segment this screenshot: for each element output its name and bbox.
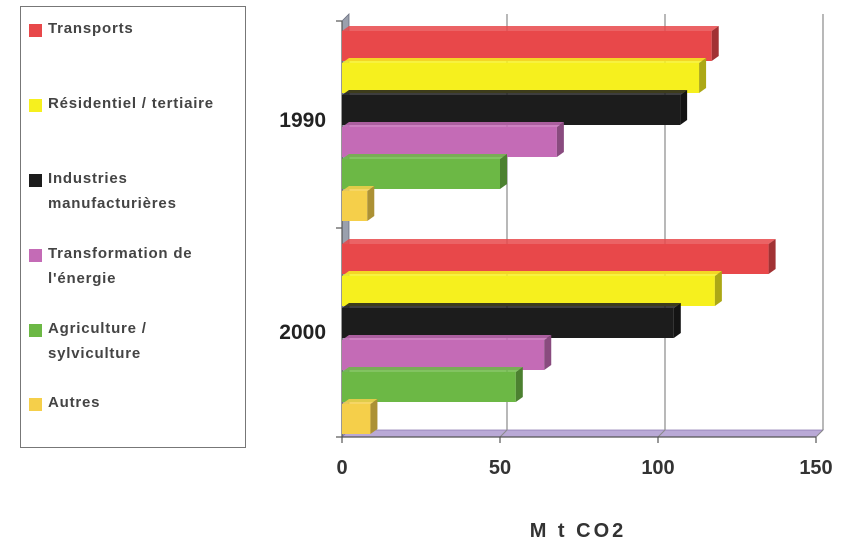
legend-label: Transformation de l'énergie	[48, 241, 192, 291]
bar	[342, 303, 681, 338]
legend-swatch	[29, 398, 42, 411]
legend-swatch	[29, 324, 42, 337]
legend-label: Transports	[48, 16, 134, 41]
bar	[342, 399, 378, 434]
bar-side	[768, 239, 776, 274]
bar-top	[342, 90, 688, 95]
legend-label-line: l'énergie	[48, 270, 117, 287]
legend-item: Industries manufacturières	[29, 170, 177, 216]
legend-label: Résidentiel / tertiaire	[48, 91, 214, 116]
legend-label-line: Résidentiel / tertiaire	[48, 95, 214, 112]
x-tick-label: 100	[641, 457, 674, 479]
bar-face	[342, 404, 371, 434]
bar-top	[342, 239, 776, 244]
x-tick-label: 0	[336, 457, 347, 479]
legend-label-line: Industries	[48, 170, 128, 187]
bar	[342, 367, 523, 402]
legend-item: Transformation de l'énergie	[29, 245, 192, 291]
legend-label-line: Transformation de	[48, 245, 193, 262]
bar-side	[714, 271, 722, 306]
bar-side	[556, 122, 564, 157]
bar-side	[673, 303, 681, 338]
bar-side	[699, 58, 707, 93]
bar-face	[342, 127, 557, 157]
bar	[342, 239, 776, 274]
legend-label-line: Autres	[48, 394, 101, 411]
legend-item: Transports	[29, 20, 134, 41]
bar-face	[342, 191, 368, 221]
bar-top	[342, 26, 719, 31]
legend-label-line: manufacturières	[48, 195, 177, 212]
bar-top	[342, 58, 707, 63]
bar-top	[342, 271, 722, 276]
legend-swatch	[29, 174, 42, 187]
x-axis-label: M t CO2	[530, 520, 627, 542]
bar	[342, 271, 722, 306]
legend-swatch	[29, 99, 42, 112]
x-tick-label: 50	[489, 457, 511, 479]
bar-face	[342, 31, 712, 61]
legend-item: Résidentiel / tertiaire	[29, 95, 214, 116]
bar	[342, 26, 719, 61]
gridline-floor	[499, 429, 508, 438]
bar-face	[342, 372, 516, 402]
legend-swatch	[29, 249, 42, 262]
bar-top	[342, 303, 681, 308]
bar-face	[342, 244, 769, 274]
bar-side	[370, 399, 378, 434]
gridline-floor	[657, 429, 666, 438]
bar	[342, 90, 688, 125]
legend-label: Agriculture / sylviculture	[48, 316, 147, 366]
category-label: 1990	[279, 109, 326, 132]
bar-top	[342, 122, 564, 127]
category-label: 2000	[279, 321, 326, 344]
bar-face	[342, 95, 681, 125]
bar-side	[515, 367, 523, 402]
bar-top	[342, 186, 375, 191]
bar-side	[544, 335, 552, 370]
legend-item: Agriculture / sylviculture	[29, 320, 147, 366]
axis-floor	[341, 429, 824, 438]
bar-face	[342, 276, 715, 306]
bar-face	[342, 63, 700, 93]
legend-label: Industries manufacturières	[48, 166, 177, 216]
bar-face	[342, 340, 545, 370]
bar-side	[680, 90, 688, 125]
legend-item: Autres	[29, 394, 100, 415]
legend-label: Autres	[48, 390, 100, 415]
bar	[342, 58, 707, 93]
bar-top	[342, 399, 378, 404]
bar-face	[342, 159, 500, 189]
legend-swatch	[29, 24, 42, 37]
bar-side	[500, 154, 507, 189]
chart-legend: Transports Résidentiel / tertiaire Industr…	[20, 6, 246, 448]
legend-label-line: Transports	[48, 20, 134, 37]
bar-side	[367, 186, 375, 221]
bar	[342, 335, 552, 370]
legend-label-line: sylviculture	[48, 345, 141, 362]
gridline-floor	[815, 429, 824, 438]
bar-top	[342, 367, 523, 372]
bar-top	[342, 335, 552, 340]
bar-face	[342, 308, 674, 338]
x-tick-label: 150	[799, 457, 832, 479]
bar	[342, 122, 564, 157]
bar	[342, 186, 375, 221]
bar-top	[342, 154, 507, 159]
bar	[342, 154, 507, 189]
bar-side	[711, 26, 719, 61]
legend-label-line: Agriculture /	[48, 320, 147, 337]
